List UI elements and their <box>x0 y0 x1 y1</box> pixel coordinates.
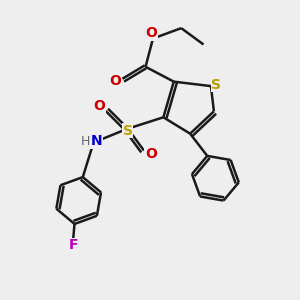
Text: N: N <box>91 134 102 148</box>
Text: O: O <box>94 99 105 113</box>
Text: O: O <box>146 26 158 40</box>
Text: F: F <box>68 238 78 252</box>
Text: O: O <box>109 74 121 88</box>
Text: O: O <box>145 148 157 161</box>
Text: S: S <box>211 78 221 92</box>
Text: H: H <box>80 135 90 148</box>
Text: S: S <box>123 124 133 138</box>
